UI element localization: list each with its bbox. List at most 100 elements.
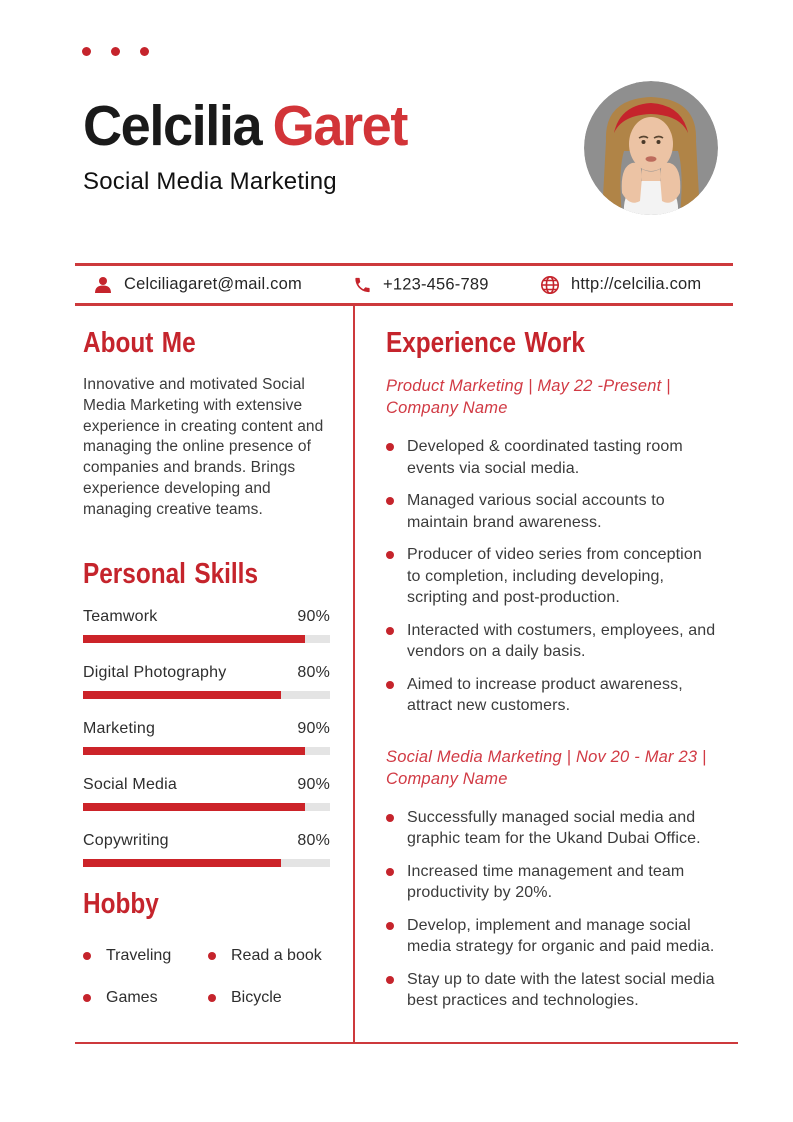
job-bullet-list: Developed & coordinated tasting room eve… xyxy=(386,436,738,717)
skill-percent: 90% xyxy=(297,607,330,625)
bullet-text: Producer of video series from conception… xyxy=(407,546,702,606)
contact-website: http://celcilia.com xyxy=(540,275,701,295)
person-name: Celcilia Garet xyxy=(83,92,409,160)
hobby-item: Traveling xyxy=(83,947,208,965)
job-title: Social Media Marketing xyxy=(83,168,337,196)
skill-label: Marketing xyxy=(83,719,156,737)
bullet-text: Successfully managed social media and gr… xyxy=(407,808,701,848)
contact-email: Celciliagaret@mail.com xyxy=(93,275,302,295)
skill-bar-fill xyxy=(83,746,306,755)
three-red-dots-decoration xyxy=(82,47,149,56)
skill-row: Social Media 90% xyxy=(83,776,353,811)
skill-bar-fill xyxy=(83,634,306,643)
skill-label: Digital Photography xyxy=(83,663,227,681)
bullet-text: Developed & coordinated tasting room eve… xyxy=(407,438,683,477)
hobby-item: Read a book xyxy=(208,947,353,965)
hobby-label: Games xyxy=(106,988,158,1006)
bullet-dot-icon xyxy=(386,975,394,984)
experience-heading: Experience Work xyxy=(386,327,585,359)
bullet-text: Increased time management and team produ… xyxy=(407,862,685,902)
skill-label: Teamwork xyxy=(83,607,158,625)
content-columns: About Me Innovative and motivated Social… xyxy=(75,303,738,1044)
bullet-text: Managed various social accounts to maint… xyxy=(407,492,665,531)
skill-percent: 90% xyxy=(297,719,330,737)
skill-row: Teamwork 90% xyxy=(83,608,353,643)
job-bullet-list: Successfully managed social media and gr… xyxy=(386,807,738,1012)
red-dot-icon xyxy=(111,47,120,56)
skill-percent: 80% xyxy=(297,663,330,681)
right-column: Experience Work Product Marketing | May … xyxy=(355,303,738,1042)
job-meta: Social Media Marketing | Nov 20 - Mar 23… xyxy=(386,747,707,788)
skill-bar-track xyxy=(83,690,330,699)
contact-phone: +123-456-789 xyxy=(353,275,489,294)
email-text: Celciliagaret@mail.com xyxy=(124,275,302,293)
skills-list: Teamwork 90% Digital Photography 80% Mar… xyxy=(83,608,353,867)
about-me-text: Innovative and motivated Social Media Ma… xyxy=(83,376,324,518)
hobby-label: Bicycle xyxy=(231,988,282,1006)
skill-bar-track xyxy=(83,858,330,867)
website-text: http://celcilia.com xyxy=(571,275,702,293)
job-meta: Product Marketing | May 22 -Present | Co… xyxy=(386,377,671,417)
hobby-heading: Hobby xyxy=(83,887,159,920)
phone-icon xyxy=(355,277,370,292)
bullet-item: Developed & coordinated tasting room eve… xyxy=(386,436,718,479)
bullet-item: Managed various social accounts to maint… xyxy=(386,490,718,533)
bullet-dot-icon xyxy=(386,626,394,635)
bullet-dot-icon xyxy=(386,551,394,559)
profile-photo xyxy=(584,81,718,215)
bullet-dot-icon xyxy=(83,993,91,1002)
hobby-label: Traveling xyxy=(106,946,172,964)
header: Celcilia Garet Social Media Marketing xyxy=(83,92,424,196)
bullet-dot-icon xyxy=(386,921,394,930)
personal-skills-heading: Personal Skills xyxy=(83,557,258,590)
name-last: Garet xyxy=(272,94,409,158)
bullet-item: Interacted with costumers, employees, an… xyxy=(386,620,718,663)
skill-bar-fill xyxy=(83,802,306,811)
bullet-dot-icon xyxy=(386,443,394,451)
bullet-dot-icon xyxy=(386,867,394,876)
left-column: About Me Innovative and motivated Social… xyxy=(75,303,355,1042)
skill-label: Copywriting xyxy=(83,831,169,849)
skill-row: Marketing 90% xyxy=(83,720,353,755)
skill-row: Digital Photography 80% xyxy=(83,664,353,699)
red-dot-icon xyxy=(82,47,91,56)
skill-percent: 80% xyxy=(297,831,330,849)
name-first: Celcilia xyxy=(83,94,263,158)
bullet-item: Develop, implement and manage social med… xyxy=(386,915,718,958)
bullet-dot-icon xyxy=(208,993,216,1002)
hobby-label: Read a book xyxy=(231,946,322,964)
hobby-list: Traveling Read a book Games Bicycle xyxy=(83,947,353,1007)
bullet-dot-icon xyxy=(83,951,91,960)
skill-bar-fill xyxy=(83,858,281,867)
bullet-text: Interacted with costumers, employees, an… xyxy=(407,621,716,661)
hobby-item: Bicycle xyxy=(208,989,353,1007)
bullet-item: Successfully managed social media and gr… xyxy=(386,807,718,850)
contact-bar: Celciliagaret@mail.com +123-456-789 http… xyxy=(75,263,733,306)
portrait-illustration xyxy=(584,81,718,215)
globe-icon xyxy=(541,275,559,294)
bullet-item: Producer of video series from conception… xyxy=(386,544,718,609)
skill-percent: 90% xyxy=(297,775,330,793)
skill-bar-track xyxy=(83,802,330,811)
skill-bar-fill xyxy=(83,690,281,699)
red-dot-icon xyxy=(140,47,149,56)
bullet-item: Stay up to date with the latest social m… xyxy=(386,969,718,1012)
bullet-text: Stay up to date with the latest social m… xyxy=(407,970,715,1010)
bullet-dot-icon xyxy=(386,497,394,505)
skill-bar-track xyxy=(83,746,330,755)
hobby-item: Games xyxy=(83,989,208,1007)
bullet-dot-icon xyxy=(208,951,216,960)
bullet-item: Aimed to increase product awareness, att… xyxy=(386,674,718,717)
skill-bar-track xyxy=(83,634,330,643)
skill-row: Copywriting 80% xyxy=(83,832,353,867)
bullet-dot-icon xyxy=(386,813,394,822)
bullet-text: Develop, implement and manage social med… xyxy=(407,916,715,956)
about-me-heading: About Me xyxy=(83,327,196,359)
person-icon xyxy=(95,276,111,293)
skill-label: Social Media xyxy=(83,775,178,793)
bullet-text: Aimed to increase product awareness, att… xyxy=(407,675,683,715)
bullet-dot-icon xyxy=(386,680,394,689)
bullet-item: Increased time management and team produ… xyxy=(386,861,718,904)
phone-text: +123-456-789 xyxy=(383,275,489,293)
